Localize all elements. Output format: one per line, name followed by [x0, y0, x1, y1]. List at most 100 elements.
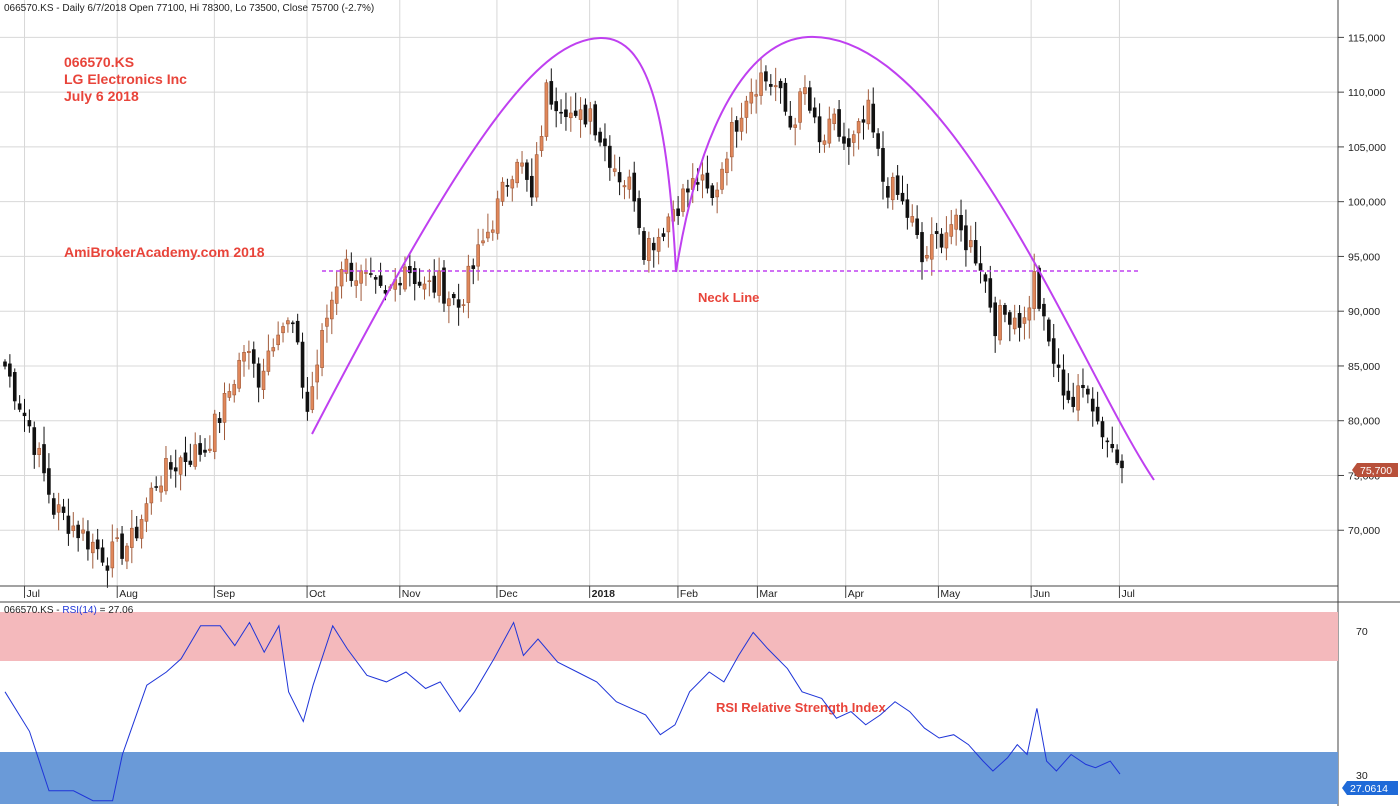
- candle: [715, 182, 719, 214]
- candle: [759, 57, 763, 105]
- candle: [1042, 297, 1046, 331]
- candle: [320, 323, 324, 377]
- candle: [949, 209, 954, 245]
- candle: [525, 159, 529, 192]
- candle: [520, 151, 524, 174]
- candle: [149, 482, 154, 515]
- candle: [617, 156, 622, 196]
- rsi-line: [4, 621, 1121, 802]
- candle: [705, 155, 710, 194]
- candle: [817, 103, 822, 153]
- candle: [486, 213, 490, 243]
- candle: [1022, 306, 1027, 340]
- candle: [344, 249, 349, 282]
- candle: [1086, 385, 1090, 404]
- candle: [1003, 302, 1007, 323]
- candle: [66, 498, 71, 546]
- rsi-header-name: RSI(14): [62, 605, 96, 616]
- x-axis-ticks: Jul Aug Sep Oct Nov Dec 2018 Feb Mar Apr May Jun Jul: [24, 586, 1135, 600]
- last-price-value: 75,700: [1360, 465, 1392, 477]
- candle: [1095, 391, 1100, 425]
- candle: [42, 426, 46, 482]
- candle: [739, 102, 744, 141]
- candle: [120, 525, 124, 565]
- candle: [837, 100, 841, 142]
- ticker-annotation: 066570.KS: [64, 54, 134, 70]
- candle: [242, 344, 246, 377]
- candle: [1081, 368, 1085, 398]
- candle: [198, 435, 202, 462]
- candle: [247, 340, 251, 370]
- candle: [22, 398, 27, 432]
- candle: [1120, 454, 1124, 484]
- candle: [939, 228, 944, 254]
- rsi-oversold-zone: [0, 752, 1338, 804]
- candle: [203, 438, 207, 457]
- rsi-header-value: = 27.06: [97, 605, 134, 616]
- x-tick-label: Mar: [759, 588, 778, 600]
- x-tick-label: Jun: [1033, 588, 1050, 600]
- candle: [100, 539, 105, 566]
- candle: [164, 445, 168, 495]
- candle: [169, 455, 173, 479]
- candle: [998, 299, 1002, 345]
- candle: [637, 190, 641, 235]
- candle: [1012, 304, 1017, 335]
- candle: [476, 228, 480, 281]
- candle: [934, 222, 939, 249]
- candle: [144, 497, 149, 533]
- candle: [266, 334, 271, 376]
- candle: [569, 96, 573, 132]
- price-grid: [0, 0, 1338, 586]
- candle: [305, 377, 310, 421]
- candle: [876, 128, 880, 157]
- candle: [378, 262, 383, 288]
- candle: [798, 87, 802, 130]
- candle: [749, 78, 754, 115]
- candle: [632, 161, 637, 212]
- candle: [130, 509, 134, 564]
- rsi-tick-30: 30: [1356, 770, 1368, 782]
- candle: [427, 268, 432, 297]
- candle: [593, 100, 598, 141]
- candle: [666, 213, 671, 248]
- price-header: 066570.KS - Daily 6/7/2018 Open 77100, H…: [4, 3, 374, 14]
- candle: [71, 512, 76, 538]
- candle: [47, 453, 51, 504]
- candle: [105, 557, 110, 588]
- candle: [364, 258, 368, 286]
- candle: [315, 349, 319, 400]
- candle: [944, 216, 949, 261]
- candle: [925, 246, 929, 262]
- candle: [1008, 309, 1012, 342]
- candle: [139, 514, 144, 549]
- candle: [608, 135, 612, 181]
- y-tick-label: 115,000: [1348, 32, 1385, 44]
- candle: [115, 528, 119, 542]
- candle: [500, 177, 505, 206]
- candle: [1110, 426, 1115, 453]
- candle: [495, 190, 500, 240]
- candle: [310, 371, 315, 414]
- candle: [442, 260, 446, 312]
- candle: [793, 117, 798, 146]
- candle: [193, 432, 198, 470]
- candle: [783, 78, 788, 116]
- x-tick-label: Sep: [216, 588, 235, 600]
- candle: [661, 227, 666, 242]
- candle: [17, 395, 22, 413]
- candle: [1061, 354, 1066, 410]
- x-tick-label: Nov: [402, 588, 421, 600]
- candle: [349, 252, 354, 287]
- candle: [851, 130, 856, 157]
- rsi-tick-70: 70: [1356, 626, 1368, 638]
- candle: [56, 492, 61, 531]
- candle: [988, 265, 993, 313]
- y-tick-label: 110,000: [1348, 87, 1385, 99]
- candle: [490, 220, 495, 241]
- candle: [1105, 437, 1110, 458]
- candle: [993, 296, 997, 353]
- candle: [8, 354, 12, 388]
